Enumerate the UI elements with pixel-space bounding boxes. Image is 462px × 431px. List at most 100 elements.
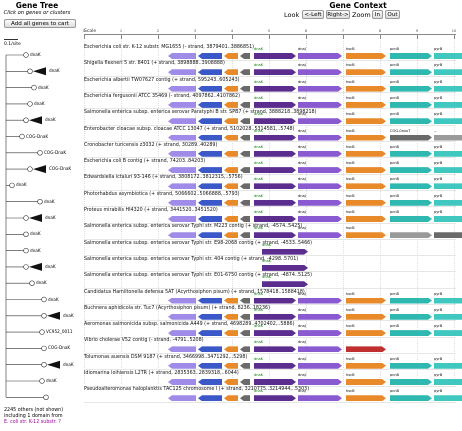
gene-arrow[interactable] (346, 200, 386, 206)
gene-arrow[interactable] (224, 53, 238, 59)
tree-leaf-label[interactable]: dnaK (30, 247, 41, 253)
tree-node[interactable] (23, 247, 29, 254)
add-all-genes-button[interactable]: Add all genes to cart (4, 19, 76, 28)
gene-arrow[interactable] (224, 150, 238, 157)
gene-arrow[interactable] (240, 150, 250, 157)
gene-arrow[interactable] (240, 183, 250, 190)
gene-arrow[interactable] (198, 297, 222, 304)
gene-arrow[interactable] (298, 346, 342, 352)
gene-arrow[interactable] (434, 69, 462, 75)
gene-arrow[interactable] (168, 134, 196, 141)
genome-label[interactable]: Enterobacter cloacae subsp. cloacae ATCC… (84, 126, 295, 132)
gene-arrow[interactable] (298, 200, 342, 206)
tree-node[interactable] (41, 345, 47, 352)
gene-arrow[interactable] (390, 69, 432, 75)
genome-label[interactable]: Shigella flexneri 5 str. 8401 (+ strand,… (84, 61, 225, 67)
gene-arrow[interactable] (346, 314, 386, 320)
gene-arrow[interactable] (198, 199, 222, 206)
gene-arrow[interactable] (434, 102, 462, 108)
gene-arrow[interactable] (168, 150, 196, 157)
tree-leaf-label[interactable]: dnaK (45, 263, 56, 269)
gene-arrow[interactable] (346, 379, 386, 385)
gene-arrow[interactable] (346, 183, 386, 189)
gene-arrow[interactable] (168, 313, 196, 320)
focal-gene-arrow[interactable] (254, 330, 296, 336)
tree-leaf-label[interactable]: dnaK (45, 215, 56, 220)
focal-gene-arrow[interactable] (254, 167, 296, 173)
gene-arrow[interactable] (434, 86, 462, 92)
gene-arrow[interactable] (434, 330, 462, 336)
gene-arrow[interactable] (390, 200, 432, 206)
tree-leaf-label[interactable]: dnaK (49, 68, 60, 74)
gene-arrow[interactable] (168, 362, 196, 369)
gene-arrow[interactable] (298, 102, 342, 108)
focal-gene-arrow[interactable] (254, 69, 296, 75)
genome-label[interactable]: Photorhabdus asymbiotica (+ strand, 5066… (84, 191, 240, 197)
gene-arrow[interactable] (168, 53, 196, 59)
focal-gene-arrow[interactable] (262, 281, 308, 287)
gene-arrow[interactable] (346, 330, 386, 336)
gene-arrow[interactable] (198, 330, 222, 337)
gene-arrow[interactable] (240, 167, 250, 174)
tree-leaf-label[interactable]: COG-DnaK (49, 166, 72, 172)
left-button[interactable]: <-Left (302, 10, 324, 19)
gene-arrow[interactable] (346, 395, 386, 401)
gene-arrow[interactable] (298, 135, 342, 141)
tree-leaf-label[interactable]: dnaK (63, 312, 74, 318)
tree-node[interactable] (27, 68, 33, 74)
focal-gene-arrow[interactable] (254, 379, 296, 385)
gene-arrow[interactable] (224, 101, 238, 108)
gene-arrow[interactable] (224, 118, 238, 125)
collapsed-clade[interactable] (33, 165, 46, 174)
gene-arrow[interactable] (168, 69, 196, 76)
gene-arrow[interactable] (434, 118, 462, 124)
gene-arrow[interactable] (224, 346, 238, 353)
gene-arrow[interactable] (168, 199, 196, 206)
gene-arrow[interactable] (346, 53, 386, 59)
tree-node[interactable] (39, 378, 45, 384)
gene-arrow[interactable] (390, 314, 432, 320)
gene-arrow[interactable] (390, 363, 432, 369)
genome-label[interactable]: Salmonella enterica subsp. enterica sero… (84, 240, 313, 246)
gene-arrow[interactable] (390, 151, 432, 157)
tree-leaf-label[interactable]: dnaK (36, 280, 47, 286)
gene-arrow[interactable] (434, 135, 462, 141)
tree-node[interactable] (37, 150, 43, 156)
gene-arrow[interactable] (224, 362, 238, 369)
gene-arrow[interactable] (434, 363, 462, 369)
gene-arrow[interactable] (434, 151, 462, 157)
gene-arrow[interactable] (240, 232, 250, 239)
gene-arrow[interactable] (198, 379, 222, 385)
gene-arrow[interactable] (198, 69, 222, 76)
gene-arrow[interactable] (224, 313, 238, 320)
gene-arrow[interactable] (168, 297, 196, 304)
gene-arrow[interactable] (434, 167, 462, 173)
tree-node[interactable] (29, 280, 35, 286)
gene-arrow[interactable] (198, 183, 222, 190)
gene-arrow[interactable] (346, 86, 386, 92)
tree-node[interactable] (39, 329, 45, 335)
tree-node[interactable] (23, 52, 29, 58)
genome-label[interactable]: Escherichia coli str. K-12 substr. MG165… (84, 45, 254, 50)
gene-arrow[interactable] (390, 298, 432, 304)
gene-arrow[interactable] (390, 86, 432, 92)
gene-arrow[interactable] (298, 379, 342, 385)
gene-arrow[interactable] (224, 85, 238, 92)
gene-arrow[interactable] (198, 101, 222, 108)
tree-leaf-label[interactable]: dnaK (46, 378, 57, 383)
gene-arrow[interactable] (168, 167, 196, 174)
tree-leaf-label[interactable]: dnaK (48, 296, 59, 302)
gene-arrow[interactable] (346, 346, 386, 352)
gene-arrow[interactable] (390, 53, 432, 59)
gene-arrow[interactable] (224, 297, 238, 304)
tree-leaf-label[interactable]: COG-DnaK (48, 345, 71, 351)
tree-node[interactable] (31, 84, 37, 91)
genome-label[interactable]: Tolumonas auensis DSM 9187 (+ strand, 34… (84, 354, 248, 360)
gene-arrow[interactable] (390, 183, 432, 189)
genome-label[interactable]: Idiomarina loihiensis L2TR (+ strand, 28… (84, 371, 239, 376)
gene-arrow[interactable] (434, 183, 462, 189)
focal-gene-arrow[interactable] (254, 314, 296, 320)
gene-arrow[interactable] (224, 167, 238, 174)
tree-leaf-label[interactable]: dnaK (63, 361, 74, 367)
focal-gene-arrow[interactable] (254, 135, 296, 141)
